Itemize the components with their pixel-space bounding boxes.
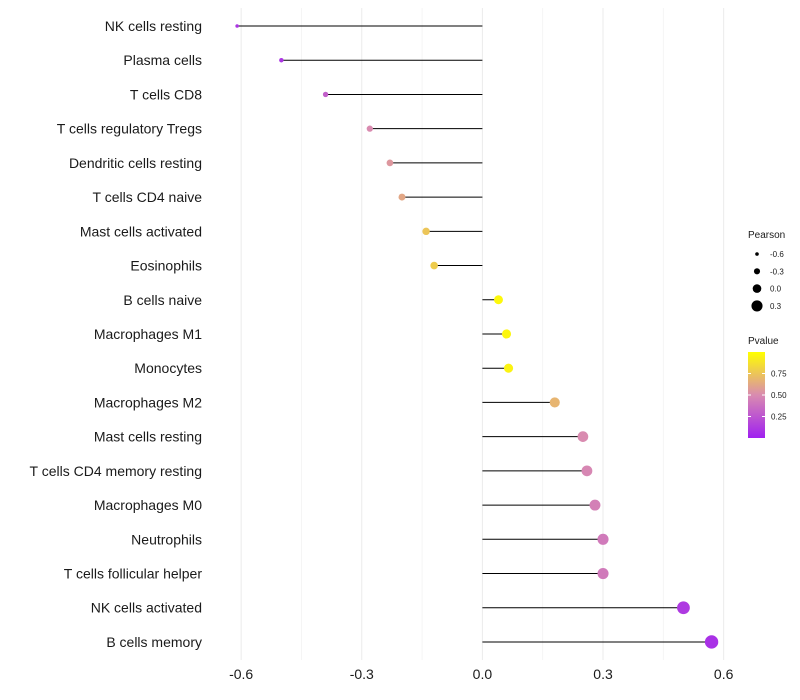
size-legend-key-0	[755, 252, 759, 256]
category-label-18: B cells memory	[106, 634, 202, 650]
category-label-12: Mast cells resting	[94, 429, 202, 445]
category-label-1: Plasma cells	[123, 52, 202, 68]
dot-5	[398, 193, 406, 201]
category-label-13: T cells CD4 memory resting	[30, 463, 202, 479]
dot-12	[577, 431, 589, 442]
category-label-9: Macrophages M1	[94, 326, 202, 342]
size-legend-label-2: 0.0	[770, 285, 782, 294]
dot-16	[597, 567, 609, 580]
category-label-16: T cells follicular helper	[64, 566, 203, 582]
category-label-11: Macrophages M2	[94, 394, 202, 410]
x-tick-label-2: 0.0	[473, 666, 493, 682]
size-legend-key-2	[752, 284, 762, 293]
dot-18	[704, 635, 719, 649]
dot-2	[322, 91, 329, 98]
x-tick-label-1: -0.3	[350, 666, 374, 682]
grid-layer	[240, 8, 725, 660]
size-legend-key-1	[753, 268, 761, 275]
size-legend-label-1: -0.3	[770, 267, 784, 276]
dot-13	[581, 465, 593, 477]
dot-1	[279, 57, 284, 63]
dot-layer	[235, 24, 719, 649]
dot-3	[366, 125, 373, 132]
size-legend-title: Pearson	[748, 230, 785, 241]
dot-0	[235, 24, 239, 28]
category-label-5: T cells CD4 naive	[93, 189, 203, 205]
color-legend-label-0: 0.25	[771, 413, 787, 422]
color-legend-label-2: 0.75	[771, 370, 787, 379]
dot-10	[503, 363, 514, 373]
dot-14	[589, 499, 601, 511]
category-label-2: T cells CD8	[130, 86, 202, 102]
color-legend-title: Pvalue	[748, 336, 779, 347]
color-legend-label-1: 0.50	[771, 391, 787, 400]
category-label-4: Dendritic cells resting	[69, 155, 202, 171]
dot-11	[549, 397, 560, 408]
category-label-6: Mast cells activated	[80, 223, 202, 239]
dot-15	[597, 533, 609, 545]
x-tick-label-3: 0.3	[593, 666, 613, 682]
x-axis-ticks: -0.6 -0.3 0.0 0.3 0.6	[229, 666, 734, 682]
dot-9	[501, 329, 512, 339]
color-legend-bar	[748, 352, 765, 438]
dot-7	[430, 261, 438, 270]
stem-layer	[237, 25, 712, 643]
size-legend-label-0: -0.6	[770, 250, 784, 259]
x-tick-label-4: 0.6	[714, 666, 734, 682]
category-label-15: Neutrophils	[131, 531, 202, 547]
category-label-7: Eosinophils	[130, 258, 202, 274]
x-tick-label-0: -0.6	[229, 666, 253, 682]
category-label-14: Macrophages M0	[94, 497, 202, 513]
legend: Pearson -0.6 -0.3 0.0 0.3 Pvalue 0.25 0.50 0.75	[748, 230, 787, 438]
category-label-10: Monocytes	[134, 360, 202, 376]
size-legend-label-3: 0.3	[770, 302, 782, 311]
category-labels: NK cells resting Plasma cells T cells CD8 T…	[30, 18, 203, 650]
category-label-3: T cells regulatory Tregs	[57, 121, 202, 137]
category-label-8: B cells naive	[123, 292, 202, 308]
dot-4	[386, 159, 394, 167]
category-label-0: NK cells resting	[105, 18, 202, 34]
size-legend-key-3	[751, 300, 763, 312]
category-label-17: NK cells activated	[91, 600, 202, 616]
dot-17	[677, 601, 690, 615]
dot-8	[494, 295, 503, 305]
dot-6	[422, 227, 430, 236]
